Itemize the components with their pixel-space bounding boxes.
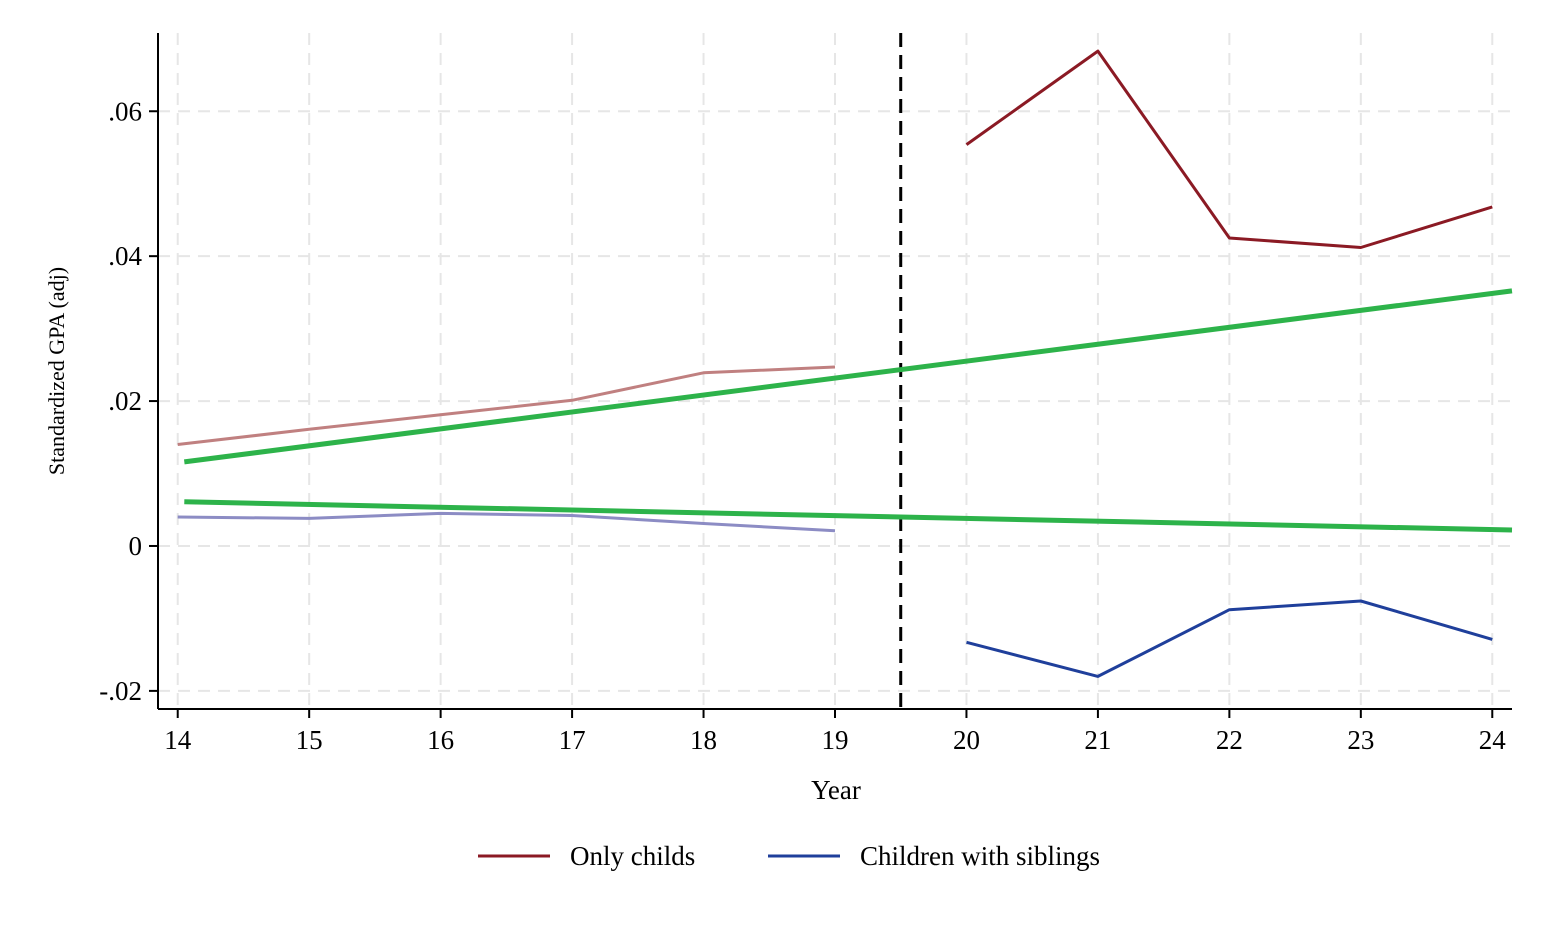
y-axis-title: Standardized GPA (adj) — [44, 267, 69, 475]
trend-line-2 — [184, 499, 1513, 533]
x-tick-label: 18 — [690, 725, 717, 755]
y-tick-label: .04 — [108, 241, 142, 271]
grid — [158, 33, 1512, 709]
x-tick-label: 22 — [1216, 725, 1243, 755]
y-tick-label: .06 — [108, 96, 142, 126]
trend-line-1 — [183, 288, 1513, 465]
legend-label: Children with siblings — [860, 841, 1100, 871]
x-tick-label: 17 — [559, 725, 586, 755]
y-tick-label: .02 — [108, 386, 142, 416]
pre-period-series-line-1 — [177, 365, 836, 446]
x-tick-label: 21 — [1084, 725, 1111, 755]
x-axis-title: Year — [811, 775, 861, 805]
x-tick-label: 19 — [822, 725, 849, 755]
series-line-1 — [965, 49, 1493, 249]
lines-layer — [177, 49, 1513, 678]
x-tick-label: 15 — [296, 725, 323, 755]
x-tick-label: 20 — [953, 725, 980, 755]
y-tick-label: -.02 — [99, 676, 142, 706]
series-line-2 — [966, 599, 1493, 678]
x-tick-label: 16 — [427, 725, 454, 755]
y-ticks: -.02 0 .02 .04 .06 — [99, 96, 158, 706]
legend: Only childs Children with siblings — [478, 841, 1100, 871]
x-tick-label: 14 — [164, 725, 192, 755]
x-ticks: 14 15 16 17 18 19 20 21 22 23 24 — [164, 709, 1506, 755]
pre-period-series-line-2 — [177, 511, 836, 533]
legend-label: Only childs — [570, 841, 695, 871]
x-tick-label: 23 — [1347, 725, 1374, 755]
x-tick-label: 24 — [1479, 725, 1507, 755]
y-tick-label: 0 — [129, 531, 143, 561]
